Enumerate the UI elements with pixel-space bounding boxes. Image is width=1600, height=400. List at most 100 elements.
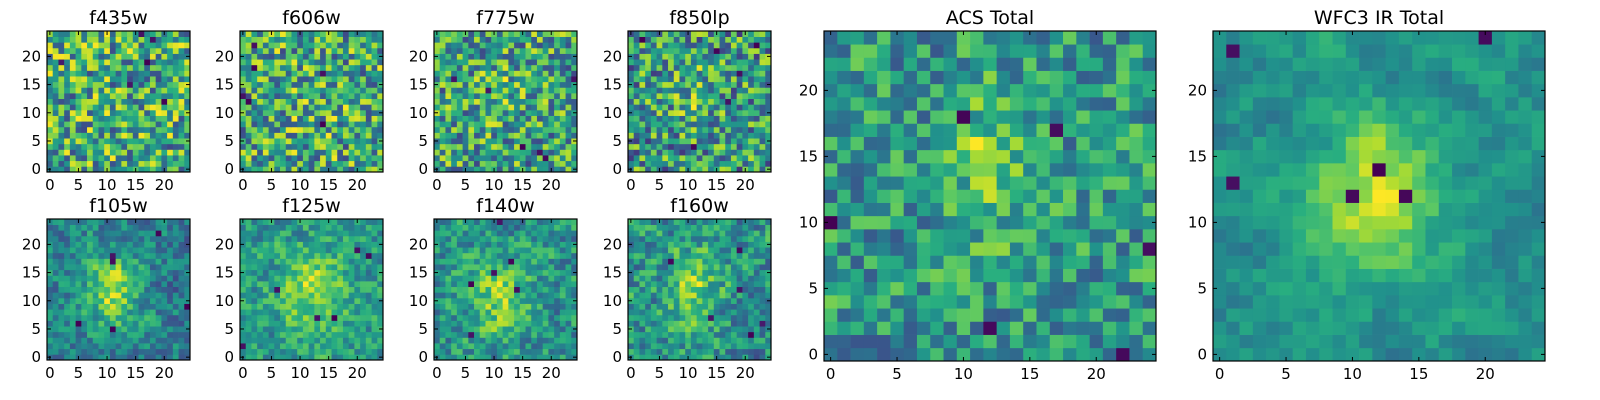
heatmap-cell (285, 64, 292, 71)
heatmap-cell (759, 281, 766, 288)
heatmap-cell (47, 160, 54, 167)
heatmap-cell (331, 160, 338, 167)
heatmap-cell (468, 292, 475, 299)
heatmap-cell (268, 109, 275, 116)
heatmap-cell (485, 264, 492, 271)
heatmap-cell (161, 64, 168, 71)
heatmap-cell (662, 303, 669, 310)
heatmap-cell (468, 115, 475, 122)
heatmap-cell (502, 155, 509, 162)
heatmap-cell (308, 247, 315, 254)
heatmap-cell (167, 252, 174, 259)
heatmap-cell (121, 76, 128, 83)
heatmap-cell (172, 269, 179, 276)
heatmap-cell (462, 42, 469, 49)
heatmap-cell (87, 42, 94, 49)
heatmap-cell (491, 303, 498, 310)
heatmap-cell (365, 109, 372, 116)
heatmap-cell (178, 47, 185, 54)
heatmap-cell (178, 149, 185, 156)
heatmap-cell (554, 104, 561, 111)
heatmap-cell (656, 70, 663, 77)
heatmap-cell (69, 93, 76, 100)
heatmap-cell (360, 292, 367, 299)
heatmap-cell (662, 64, 669, 71)
heatmap-cell (371, 275, 378, 282)
heatmap-cell (87, 53, 94, 60)
heatmap-cell (559, 258, 566, 265)
heatmap-cell (127, 109, 134, 116)
heatmap-cell (172, 241, 179, 248)
heatmap-cell (348, 275, 355, 282)
heatmap-cell (144, 286, 151, 293)
heatmap-cell (365, 258, 372, 265)
heatmap-cell (348, 53, 355, 60)
heatmap-cell (719, 138, 726, 145)
heatmap-cell (240, 121, 247, 128)
heatmap-cell (554, 166, 561, 173)
heatmap-cell (109, 314, 116, 321)
heatmap-cell (285, 247, 292, 254)
heatmap-cell (64, 281, 71, 288)
heatmap-cell (87, 59, 94, 66)
heatmap-cell (178, 87, 185, 94)
heatmap-cell (491, 320, 498, 327)
heatmap-cell (365, 53, 372, 60)
heatmap-cell (502, 149, 509, 156)
heatmap-cell (765, 286, 772, 293)
heatmap-cell (331, 121, 338, 128)
heatmap-cell (508, 235, 515, 242)
heatmap-cell (645, 326, 652, 333)
heatmap-cell (64, 138, 71, 145)
heatmap-cell (115, 224, 122, 231)
heatmap-cell (240, 76, 247, 83)
heatmap-cell (525, 292, 532, 299)
heatmap-cell (371, 138, 378, 145)
heatmap-cell (280, 126, 287, 133)
heatmap-cell (650, 104, 657, 111)
heatmap-cell (320, 31, 327, 37)
heatmap-cell (132, 224, 139, 231)
heatmap-cell (58, 297, 65, 304)
heatmap-cell (348, 149, 355, 156)
heatmap-cell (360, 230, 367, 237)
heatmap-cell (565, 343, 572, 350)
heatmap-cell (559, 348, 566, 355)
heatmap-cell (462, 230, 469, 237)
heatmap-cell (730, 281, 738, 288)
heatmap-cell (548, 343, 555, 350)
heatmap-cell (109, 224, 116, 231)
heatmap-cell (633, 292, 640, 299)
heatmap-cell (354, 36, 361, 43)
heatmap-cell (519, 343, 526, 350)
heatmap-cell (184, 247, 191, 254)
heatmap-cell (468, 337, 475, 344)
heatmap-cell (565, 70, 572, 77)
heatmap-cell (245, 126, 252, 133)
heatmap-cell (167, 258, 174, 265)
heatmap-cell (47, 235, 54, 242)
y-tick-label: 20 (215, 47, 234, 65)
heatmap-cell (748, 93, 755, 100)
heatmap-cell (554, 275, 561, 282)
heatmap-cell (104, 53, 111, 60)
heatmap-cell (291, 87, 298, 94)
heatmap-cell (308, 81, 315, 88)
heatmap-cell (262, 258, 269, 265)
heatmap-cell (496, 235, 503, 242)
heatmap-cell (679, 309, 686, 316)
heatmap-cell (668, 297, 675, 304)
heatmap-cell (548, 81, 555, 88)
heatmap-cell (47, 348, 54, 355)
heatmap-cell (52, 109, 59, 116)
heatmap-cell (58, 47, 65, 54)
heatmap-cell (525, 149, 532, 156)
heatmap-cell (548, 247, 555, 254)
heatmap-cell (514, 219, 521, 225)
heatmap-cell (753, 326, 760, 333)
heatmap-cell (645, 64, 652, 71)
heatmap-cell (548, 138, 555, 145)
x-tick-label: 20 (155, 364, 174, 382)
heatmap-cell (132, 76, 139, 83)
heatmap-cell (502, 297, 509, 304)
